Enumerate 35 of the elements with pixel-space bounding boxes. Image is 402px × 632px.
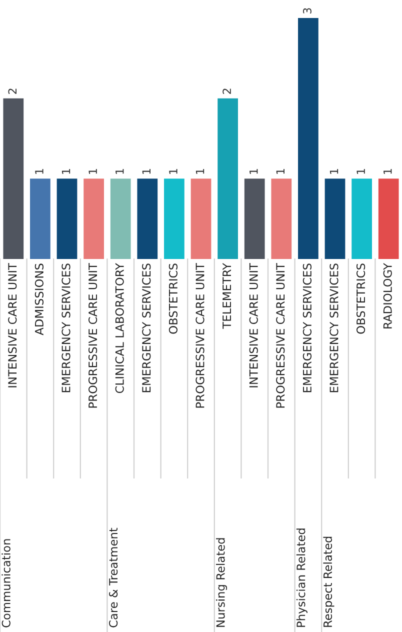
text: Respect Related bbox=[323, 536, 334, 627]
x-tick-label: EMERGENCY SERVICES bbox=[142, 264, 151, 392]
data-label: 1 bbox=[250, 169, 258, 174]
data-label: 1 bbox=[330, 169, 338, 174]
x-tick-label: ADMISSIONS bbox=[34, 264, 44, 336]
data-label: 1 bbox=[356, 169, 365, 174]
data-label: 2 bbox=[8, 88, 16, 94]
data-label: 2 bbox=[222, 88, 231, 94]
x-tick-label: CLINICAL LABORATORY bbox=[115, 262, 124, 394]
x-tick-label: PROGRESSIVE CARE UNIT bbox=[88, 262, 98, 408]
data-label: 1 bbox=[62, 169, 70, 174]
text: Care & Treatment bbox=[109, 528, 118, 628]
text: Communication bbox=[2, 539, 10, 628]
x-tick-label: RADIOLOGY bbox=[383, 262, 392, 328]
x-tick-label: EMERGENCY SERVICES bbox=[62, 264, 70, 392]
data-label: 1 bbox=[116, 169, 124, 174]
data-label: 1 bbox=[384, 169, 392, 174]
data-label: 1 bbox=[142, 169, 150, 174]
data-label: 1 bbox=[196, 169, 204, 174]
data-label: 1 bbox=[276, 169, 284, 174]
x-tick-label: OBSTETRICS bbox=[168, 264, 178, 334]
text: Nursing Related bbox=[216, 538, 228, 627]
x-tick-label: PROGRESSIVE CARE UNIT bbox=[276, 262, 285, 408]
x-tick-label: EMERGENCY SERVICES bbox=[302, 264, 312, 392]
data-label: 3 bbox=[303, 8, 312, 14]
x-tick-label: INTENSIVE CARE UNIT bbox=[249, 262, 258, 388]
x-tick-label: PROGRESSIVE CARE UNIT bbox=[196, 262, 204, 408]
x-tick-label: TELEMETRY bbox=[222, 262, 231, 329]
text: Physician Related bbox=[296, 528, 308, 627]
data-label: 1 bbox=[88, 169, 97, 174]
x-tick-label: EMERGENCY SERVICES bbox=[330, 264, 338, 392]
data-label: 1 bbox=[35, 169, 44, 174]
x-tick-label: OBSTETRICS bbox=[356, 264, 366, 334]
x-tick-label: INTENSIVE CARE UNIT bbox=[8, 262, 17, 388]
data-label: 1 bbox=[169, 169, 178, 174]
